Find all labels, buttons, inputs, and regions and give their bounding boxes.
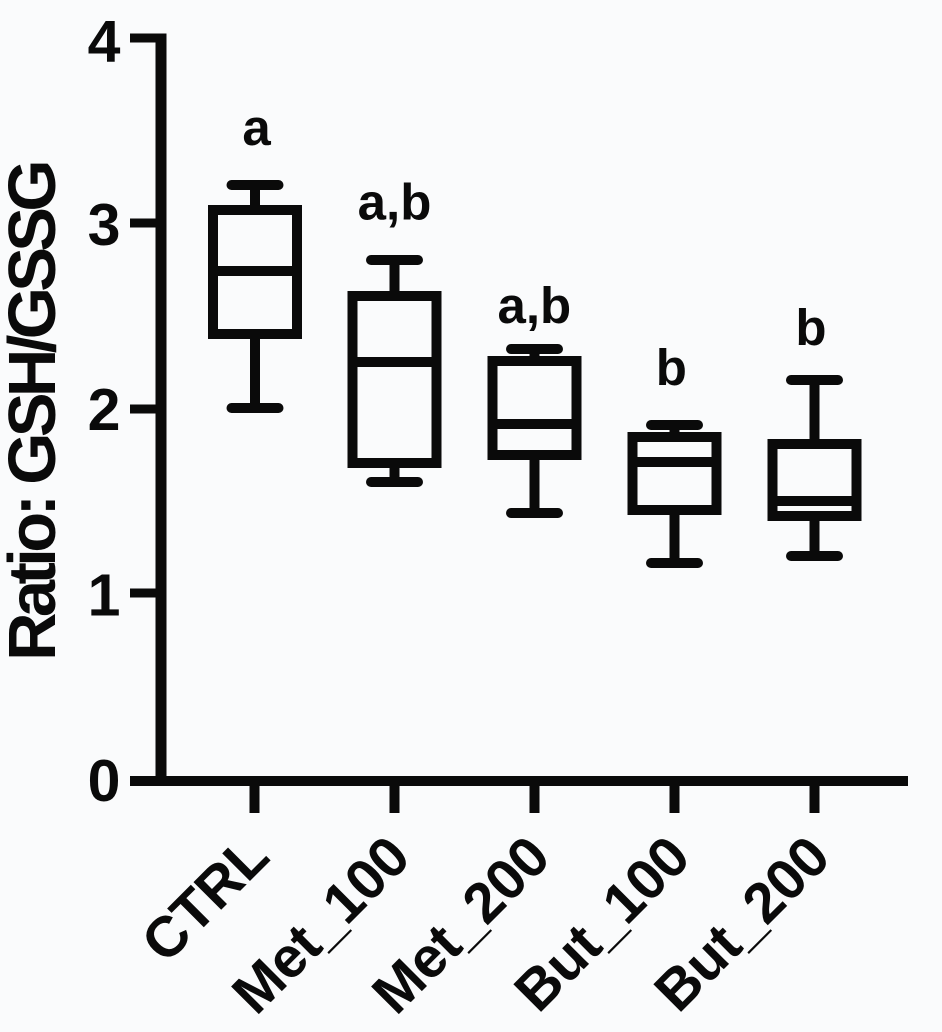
- svg-text:2: 2: [88, 377, 121, 443]
- svg-text:a,b: a,b: [358, 174, 432, 231]
- svg-text:a: a: [242, 99, 271, 156]
- svg-text:Ratio: GSH/GSSG: Ratio: GSH/GSSG: [0, 164, 70, 661]
- svg-text:b: b: [795, 299, 826, 356]
- svg-text:3: 3: [88, 192, 121, 258]
- svg-text:0: 0: [88, 748, 121, 814]
- svg-text:4: 4: [88, 9, 121, 75]
- svg-text:a,b: a,b: [497, 277, 571, 334]
- svg-text:b: b: [656, 339, 687, 396]
- svg-text:1: 1: [88, 563, 121, 629]
